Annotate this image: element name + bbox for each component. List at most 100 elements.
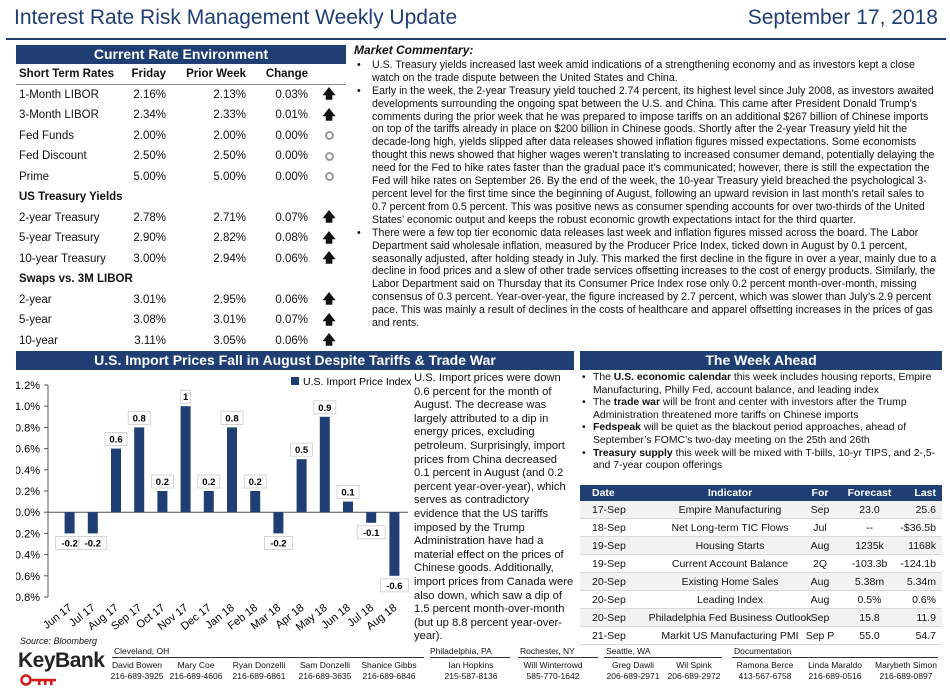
arrow-up-icon: 🡅 — [322, 332, 336, 348]
location-cleveland: Cleveland, OH — [114, 646, 170, 656]
rate-change: 0.00% — [275, 150, 308, 162]
footer-divider — [732, 657, 938, 658]
rate-direction: 🡅 — [322, 85, 336, 105]
chart-source: Source: Bloomberg — [20, 636, 98, 646]
report-date: September 17, 2018 — [747, 6, 938, 29]
bullet-topic: Treasury supply — [593, 447, 673, 459]
cal-forecast: 23.0 — [859, 504, 880, 516]
rate-direction: 🡅 — [322, 228, 336, 248]
data-label: -0.2 — [61, 538, 77, 549]
week-ahead-bullet: Treasury supply this week will be mixed … — [580, 448, 942, 473]
market-commentary: Market Commentary: U.S. Treasury yields … — [354, 44, 939, 330]
arrow-up-icon: 🡅 — [322, 229, 336, 245]
cal-date: 20-Sep — [592, 594, 626, 606]
contact-entry: Marybeth Simon 216-689-0897 — [866, 660, 946, 682]
cal-date: 17-Sep — [592, 504, 626, 516]
data-label-box — [104, 432, 128, 446]
logo-wordmark: KeyBank — [18, 649, 105, 672]
bullet-text: will be front and center with investors … — [593, 397, 907, 421]
rate-direction: 🡅 — [322, 331, 336, 351]
rate-prior-week: 2.33% — [213, 109, 246, 121]
rate-change: 0.07% — [275, 211, 308, 224]
bar — [227, 427, 237, 513]
bar — [134, 427, 145, 513]
data-label-box — [243, 474, 267, 489]
cal-last: 5.34m — [906, 576, 936, 588]
contact-phone: 216-689-6846 — [362, 671, 416, 681]
rate-friday: 2.78% — [133, 211, 166, 224]
week-ahead-list: The U.S. economic calendar this week inc… — [580, 372, 942, 473]
col-header-name: Short Term Rates — [19, 68, 115, 80]
y-tick-label: -0.4% — [16, 550, 40, 562]
rate-table-header: Short Term Rates Friday Prior Week Chang… — [16, 64, 346, 85]
rate-row: Prime 5.00% 5.00% 0.00% — [16, 167, 346, 188]
bullet-text: this week will be mixed with T-bills, 10… — [593, 447, 936, 472]
cal-col-for: For — [811, 487, 829, 499]
contact-entry: Sam Donzelli 216-689-3635 — [285, 660, 365, 682]
bar — [250, 491, 261, 513]
rate-row: 1-Month LIBOR 2.16% 2.13% 0.03% 🡅 — [16, 85, 346, 106]
contact-name: Sam Donzelli — [299, 660, 351, 670]
contact-entry: Ian Hopkins 215-587-8136 — [431, 660, 511, 682]
calendar-row: 17-Sep Empire Manufacturing Sep 23.0 25.6 — [580, 501, 942, 519]
unchanged-circle-icon — [324, 151, 334, 161]
rate-prior-week: 2.00% — [213, 129, 246, 142]
contact-entry: Mary Coe 216-689-4606 — [156, 660, 236, 682]
cal-indicator: Net Long-term TIC Flows — [671, 522, 789, 534]
contact-name: Wil Spink — [676, 660, 712, 670]
rate-prior-week: 5.00% — [213, 170, 246, 183]
cal-date: 20-Sep — [592, 576, 626, 588]
cal-for: Sep — [810, 612, 830, 624]
cal-indicator: Empire Manufacturing — [678, 504, 782, 516]
cal-indicator: Existing Home Sales — [681, 576, 779, 588]
rate-direction: 🡅 — [322, 249, 336, 269]
rate-prior-week: 2.95% — [213, 293, 246, 306]
cal-last: 11.9 — [916, 612, 936, 624]
bullet-topic: trade war — [613, 397, 660, 409]
rate-change: 0.07% — [275, 314, 308, 326]
col-header-friday: Friday — [131, 68, 166, 80]
import-price-chart: 1.2% 1.0% 0.8% 0.6% 0.4% 0.2% 0.0% -0.2% -0.4% -0… — [11, 368, 412, 638]
contact-entry: Ryan Donzelli 216-689-6861 — [219, 660, 299, 682]
data-label: 0.2 — [202, 477, 215, 488]
data-label: 0.1 — [341, 488, 355, 499]
cal-date: 19-Sep — [592, 558, 626, 570]
footer-divider — [518, 657, 598, 658]
cal-for: Jul — [813, 522, 827, 534]
commentary-bullet: U.S. Treasury yields increased last week… — [354, 59, 939, 85]
rate-section-heading: Swaps vs. 3M LIBOR — [16, 269, 346, 290]
data-label: 0.2 — [156, 477, 169, 488]
contact-entry: Linda Maraldo 216-689-0516 — [795, 660, 875, 682]
report-title: Interest Rate Risk Management Weekly Upd… — [14, 6, 458, 29]
cal-indicator: Current Account Balance — [671, 558, 789, 570]
y-tick-label: -0.8% — [16, 592, 40, 604]
rate-name: Fed Discount — [19, 150, 87, 162]
x-tick-label: Jun 17 — [41, 602, 74, 632]
cal-for: Sep P — [805, 630, 835, 642]
data-label-box — [356, 525, 386, 540]
bar — [157, 491, 168, 513]
bar — [87, 512, 98, 534]
contact-phone: 216-689-3925 — [110, 671, 164, 681]
contact-phone: 216-689-0897 — [879, 671, 933, 681]
rate-direction — [322, 126, 336, 146]
rate-change: 0.08% — [275, 232, 308, 244]
cal-col-last: Last — [914, 487, 936, 499]
location-rochester: Rochester, NY — [520, 646, 575, 656]
cal-for: Aug — [810, 576, 830, 588]
contact-name: Shanice Gibbs — [361, 660, 417, 670]
cal-forecast: -- — [866, 522, 873, 534]
cal-date: 20-Sep — [592, 612, 626, 624]
arrow-up-icon: 🡅 — [322, 209, 336, 225]
rate-row: 5-year 3.08% 3.01% 0.07% 🡅 — [16, 310, 346, 331]
rate-name: 2-year — [19, 293, 52, 306]
bar — [64, 512, 75, 534]
data-label: 0.8 — [225, 413, 238, 424]
keybank-logo: KeyBank — [18, 649, 108, 686]
rate-direction: 🡅 — [322, 105, 336, 125]
data-label-box — [150, 474, 174, 489]
contact-entry: Greg Dawli 206-689-2971 — [593, 660, 673, 682]
section-label: Swaps vs. 3M LIBOR — [19, 273, 133, 285]
commentary-bullet: There were a few top tier economic data … — [354, 227, 939, 330]
rate-change: 0.06% — [275, 334, 308, 347]
